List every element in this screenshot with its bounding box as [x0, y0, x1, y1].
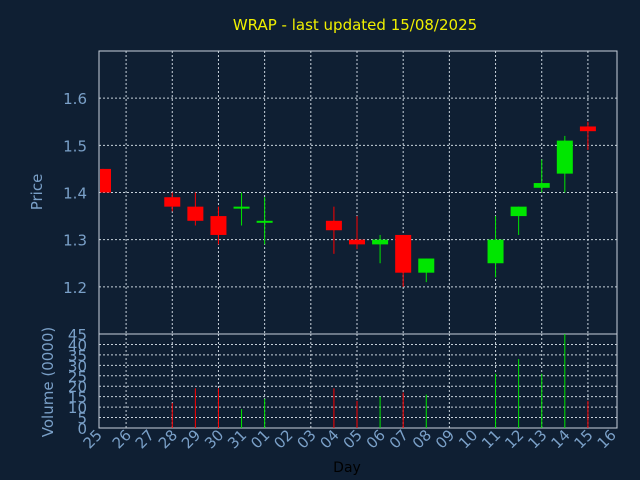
price-tick-label: 1.2	[63, 279, 87, 297]
candle-07	[395, 234, 412, 287]
price-tick-label: 1.5	[63, 137, 87, 155]
volume-tick-label: 0	[77, 420, 87, 438]
candle-body	[418, 258, 435, 273]
candle-body	[164, 197, 181, 207]
volume-tick-label: 10	[68, 399, 87, 417]
candle-29	[187, 192, 204, 226]
volume-plot-frame	[98, 333, 618, 429]
candle-body	[533, 183, 550, 188]
volume-tick-label: 35	[68, 347, 87, 365]
candle-body	[579, 126, 596, 132]
volume-axis-label: Volume (0000)	[39, 327, 57, 437]
volume-tick-label: 20	[68, 378, 87, 396]
candle-31	[233, 192, 250, 226]
candle-body	[325, 220, 342, 231]
candle-04	[325, 206, 342, 254]
candle-08	[418, 258, 435, 283]
price-tick-label: 1.4	[63, 185, 87, 203]
candle-11	[487, 216, 504, 278]
volume-tick-label: 15	[68, 389, 87, 407]
x-axis-label: Day	[333, 460, 361, 476]
candle-15	[579, 121, 596, 151]
volume-tick-label: 30	[68, 357, 87, 375]
candle-body	[100, 168, 111, 193]
candle-body	[256, 220, 273, 223]
candle-12	[510, 206, 527, 235]
candle-body	[349, 239, 365, 245]
price-tick-label: 1.3	[63, 232, 87, 250]
candle-body	[556, 140, 573, 174]
candle-05	[349, 216, 365, 250]
candle-body	[210, 216, 227, 235]
candle-01	[256, 197, 273, 245]
candle-body	[395, 234, 412, 273]
candle-body	[233, 206, 250, 209]
candle-body	[187, 206, 204, 221]
price-axis-label: Price	[28, 174, 46, 211]
candle-28	[164, 192, 181, 212]
chart-title: WRAP - last updated 15/08/2025	[233, 16, 477, 34]
volume-tick-label: 45	[68, 326, 87, 344]
x-tick-label: 16	[594, 426, 620, 452]
candle-13	[533, 159, 550, 193]
candle-06	[372, 234, 389, 264]
candle-30	[210, 206, 227, 245]
candle-25	[100, 168, 111, 193]
price-panel: 1.2 1.3 1.4 1.5 1.6	[63, 50, 618, 335]
candle-body	[510, 206, 527, 217]
candle-14	[556, 135, 573, 193]
volume-tick-label: 40	[68, 336, 87, 354]
candle-body	[487, 239, 504, 264]
volume-tick-label: 5	[77, 410, 87, 428]
price-tick-label: 1.6	[63, 90, 87, 108]
volume-tick-label: 25	[68, 368, 87, 386]
candle-body	[372, 239, 389, 245]
